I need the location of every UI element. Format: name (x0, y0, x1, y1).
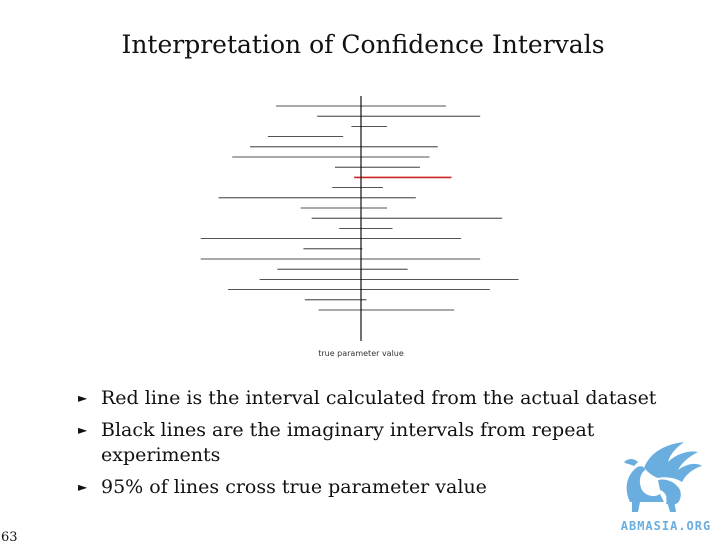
bullet-item: ► Red line is the interval calculated fr… (78, 386, 678, 411)
page-number: 63 (1, 530, 18, 545)
logo-text: ABMASIA.ORG (621, 519, 711, 533)
confidence-interval-diagram: true parameter value (200, 96, 519, 358)
slide-title: Interpretation of Confidence Intervals (121, 30, 605, 59)
bullet-marker-icon: ► (78, 480, 88, 494)
bullet-text: Red line is the interval calculated from… (101, 387, 657, 409)
interval-lines (200, 105, 519, 311)
griffin-icon (624, 442, 702, 512)
bullet-text: Black lines are the imaginary intervals … (101, 419, 595, 466)
bullet-marker-icon: ► (78, 423, 88, 437)
bullet-marker-icon: ► (78, 391, 88, 405)
bullet-item: ► 95% of lines cross true parameter valu… (78, 475, 678, 500)
axis-caption: true parameter value (318, 349, 404, 358)
bullet-list: ► Red line is the interval calculated fr… (78, 386, 678, 507)
bullet-item: ► Black lines are the imaginary interval… (78, 418, 678, 468)
abmasia-logo: ABMASIA.ORG (621, 442, 711, 533)
bullet-text: 95% of lines cross true parameter value (101, 476, 487, 498)
